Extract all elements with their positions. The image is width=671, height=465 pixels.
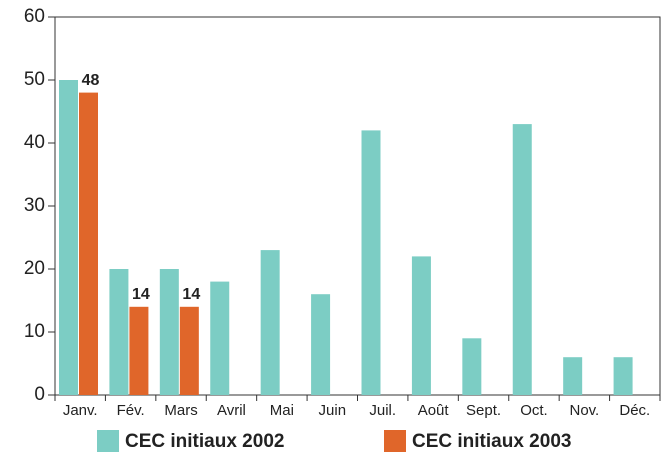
bar <box>260 250 280 395</box>
x-tick-label: Avril <box>217 402 246 419</box>
data-label: 14 <box>132 286 150 303</box>
bar <box>59 80 78 395</box>
data-label: 48 <box>82 72 100 89</box>
x-tick-label: Sept. <box>466 402 501 419</box>
legend-swatch <box>97 430 119 452</box>
y-tick-label: 0 <box>34 384 45 405</box>
bar <box>512 124 532 395</box>
bar <box>311 294 331 395</box>
bar <box>179 306 199 395</box>
bar <box>79 92 98 395</box>
x-tick-label: Oct. <box>520 402 548 419</box>
x-tick-label: Mai <box>270 402 294 419</box>
y-tick-label: 40 <box>24 132 45 153</box>
bar <box>613 357 633 395</box>
x-tick-label: Août <box>418 402 450 419</box>
x-tick-label: Déc. <box>619 402 650 419</box>
bar <box>109 269 129 395</box>
y-tick-label: 20 <box>24 258 45 279</box>
bar <box>411 256 431 395</box>
y-tick-label: 30 <box>24 195 45 216</box>
bar <box>563 357 583 395</box>
bar <box>129 306 149 395</box>
data-label: 14 <box>182 286 200 303</box>
y-tick-label: 60 <box>24 6 45 27</box>
y-tick-label: 10 <box>24 321 45 342</box>
x-tick-label: Fév. <box>117 402 145 419</box>
y-tick-label: 50 <box>24 69 45 90</box>
bar <box>210 281 230 395</box>
bar <box>361 130 381 395</box>
legend-swatch <box>384 430 406 452</box>
bar <box>462 338 482 395</box>
legend-label: CEC initiaux 2003 <box>412 431 571 452</box>
bar <box>159 269 179 395</box>
x-tick-label: Mars <box>164 402 197 419</box>
x-tick-label: Janv. <box>63 402 98 419</box>
x-tick-label: Nov. <box>570 402 600 419</box>
x-tick-label: Juil. <box>369 402 396 419</box>
x-tick-label: Juin <box>319 402 347 419</box>
legend-label: CEC initiaux 2002 <box>125 431 284 452</box>
